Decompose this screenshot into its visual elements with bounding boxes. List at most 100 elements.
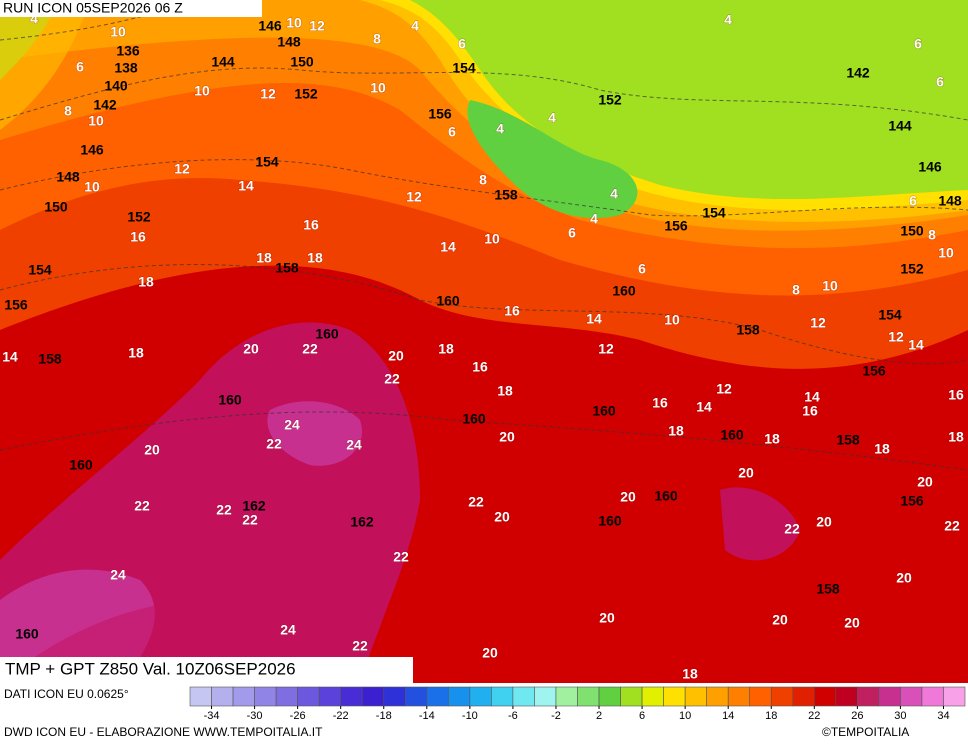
colorbar-swatch (598, 686, 621, 707)
temperature-label: 10 (88, 113, 104, 129)
geopotential-label: 152 (294, 86, 318, 102)
temperature-label: 4 (411, 18, 419, 34)
colorbar-tick-label: -18 (376, 710, 392, 722)
geopotential-label: 142 (93, 97, 117, 113)
temperature-label: 16 (948, 387, 964, 403)
geopotential-label: 160 (315, 326, 339, 342)
temperature-label: 16 (504, 303, 520, 319)
colorbar-swatch (749, 686, 772, 707)
temperature-label: 24 (346, 437, 362, 453)
geopotential-label: 160 (462, 411, 486, 427)
temperature-label: 14 (238, 178, 254, 194)
map-title: TMP + GPT Z850 Val. 10Z06SEP2026 (5, 659, 296, 678)
colorbar-tick-label: -10 (462, 710, 478, 722)
geopotential-label: 162 (242, 498, 266, 514)
temperature-label: 10 (286, 15, 302, 31)
temperature-label: 18 (948, 429, 964, 445)
temperature-label: 22 (784, 521, 800, 537)
temperature-label: 16 (802, 403, 818, 419)
temperature-label: 18 (874, 441, 890, 457)
geopotential-label: 154 (452, 60, 476, 76)
geopotential-label: 156 (428, 106, 452, 122)
colorbar-swatch (361, 686, 385, 707)
temperature-label: 12 (406, 189, 422, 205)
temperature-label: 22 (944, 518, 960, 534)
temperature-label: 20 (494, 509, 510, 525)
colorbar-swatch (900, 686, 923, 707)
temperature-label: 20 (772, 612, 788, 628)
geopotential-label: 158 (816, 581, 840, 597)
temperature-label: 6 (448, 124, 456, 140)
temperature-label: 22 (242, 512, 258, 528)
temperature-label: 10 (938, 245, 954, 261)
run-label: RUN ICON 05SEP2026 06 Z (3, 0, 183, 16)
colorbar-swatch (814, 686, 837, 707)
geopotential-label: 150 (290, 54, 314, 70)
temperature-label: 16 (472, 359, 488, 375)
geopotential-label: 152 (598, 92, 622, 108)
temperature-label: 14 (908, 337, 924, 353)
geopotential-label: 146 (918, 159, 942, 175)
geopotential-label: 160 (436, 293, 460, 309)
colorbar-swatch (404, 686, 428, 707)
temperature-label: 22 (468, 494, 484, 510)
colorbar-swatch (211, 686, 234, 707)
colorbar-swatch (491, 686, 514, 707)
geopotential-label: 150 (900, 223, 924, 239)
colorbar-swatch (340, 686, 363, 707)
temperature-label: 12 (810, 315, 826, 331)
geopotential-label: 158 (836, 432, 860, 448)
colorbar-swatch (318, 686, 341, 707)
temperature-label: 22 (266, 436, 282, 452)
temperature-label: 6 (638, 261, 646, 277)
temperature-label: 4 (610, 186, 618, 202)
title-box (0, 657, 413, 683)
colorbar-tick-label: 14 (722, 710, 734, 722)
temperature-label: 12 (716, 381, 732, 397)
temperature-label: 18 (682, 666, 698, 682)
geopotential-label: 154 (255, 154, 279, 170)
temperature-label: 22 (393, 549, 409, 565)
geopotential-label: 158 (275, 260, 299, 276)
temperature-label: 6 (458, 36, 466, 52)
geopotential-label: 152 (127, 209, 151, 225)
colorbar-tick-label: -2 (551, 710, 561, 722)
temperature-label: 20 (738, 465, 754, 481)
data-source: DATI ICON EU 0.0625° (4, 687, 129, 701)
colorbar-swatch (663, 686, 686, 707)
colorbar: -34 -30 -26 -22 -18 -14 -10 -6 -2 2 6 10 14 18 22 26 30 3… (189, 686, 966, 722)
colorbar-swatch (792, 686, 815, 707)
colorbar-swatch (426, 686, 449, 707)
temperature-label: 10 (194, 83, 210, 99)
temperature-label: 10 (110, 24, 126, 40)
temperature-label: 10 (664, 312, 680, 328)
temperature-label: 16 (130, 229, 146, 245)
temperature-label: 22 (134, 498, 150, 514)
geopotential-label: 156 (664, 218, 688, 234)
temperature-label: 22 (384, 371, 400, 387)
colorbar-swatch (684, 686, 707, 707)
geopotential-label: 156 (900, 493, 924, 509)
temperature-label: 18 (138, 274, 154, 290)
temperature-label: 8 (792, 282, 800, 298)
temperature-label: 6 (936, 74, 944, 90)
geopotential-label: 160 (218, 392, 242, 408)
colorbar-tick-label: 18 (765, 710, 777, 722)
geopotential-label: 152 (900, 261, 924, 277)
temperature-label: 14 (696, 399, 712, 415)
colorbar-swatch (555, 686, 578, 707)
temperature-label: 4 (590, 211, 598, 227)
temperature-label: 18 (256, 250, 272, 266)
temperature-label: 10 (370, 80, 386, 96)
colorbar-tick-label: -22 (333, 710, 349, 722)
colorbar-tick-label: 34 (937, 710, 949, 722)
temperature-label: 20 (816, 514, 832, 530)
geopotential-label: 136 (116, 43, 140, 59)
temperature-label: 10 (84, 179, 100, 195)
temperature-label: 18 (438, 341, 454, 357)
temperature-label: 4 (724, 12, 732, 28)
colorbar-swatch (878, 686, 901, 707)
colorbar-tick-label: -6 (508, 710, 518, 722)
temperature-label: 4 (496, 121, 504, 137)
